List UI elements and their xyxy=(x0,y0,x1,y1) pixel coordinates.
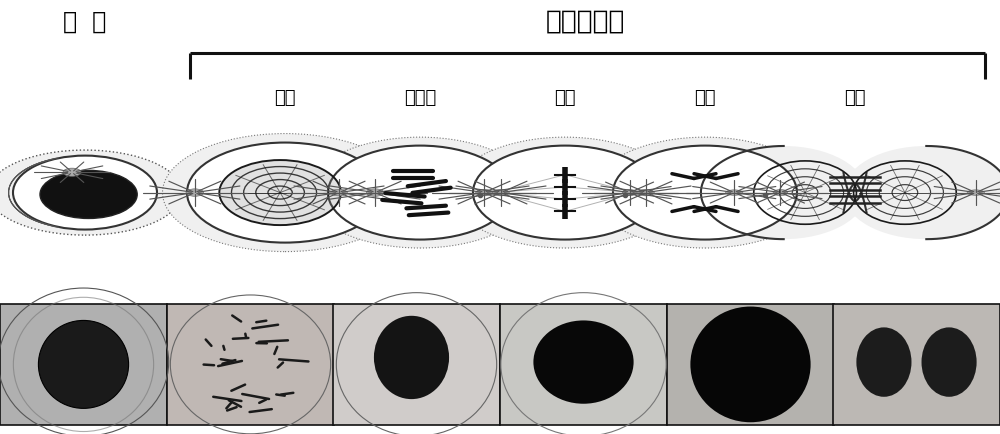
Bar xyxy=(667,304,834,425)
Ellipse shape xyxy=(328,146,512,240)
Text: 中期: 中期 xyxy=(554,89,576,107)
Ellipse shape xyxy=(331,190,347,197)
Ellipse shape xyxy=(162,134,408,252)
Ellipse shape xyxy=(40,171,137,219)
Ellipse shape xyxy=(0,151,182,236)
Ellipse shape xyxy=(493,190,509,197)
Text: 前中期: 前中期 xyxy=(404,89,436,107)
Text: 间  期: 间 期 xyxy=(63,10,107,34)
Ellipse shape xyxy=(220,161,340,225)
Ellipse shape xyxy=(473,146,657,240)
Ellipse shape xyxy=(773,190,788,196)
Text: 前期: 前期 xyxy=(274,89,296,107)
Ellipse shape xyxy=(593,138,817,248)
Ellipse shape xyxy=(453,138,677,248)
Text: 后期: 后期 xyxy=(694,89,716,107)
Ellipse shape xyxy=(187,143,383,243)
Ellipse shape xyxy=(613,146,797,240)
Ellipse shape xyxy=(726,191,743,196)
Ellipse shape xyxy=(701,147,866,240)
Ellipse shape xyxy=(366,189,384,197)
Ellipse shape xyxy=(308,138,532,248)
Text: 末期: 末期 xyxy=(844,89,866,107)
Ellipse shape xyxy=(13,156,157,230)
Text: 有丝分裂期: 有丝分裂期 xyxy=(545,9,625,35)
Ellipse shape xyxy=(690,307,811,422)
Ellipse shape xyxy=(922,328,977,397)
Bar xyxy=(833,304,1000,425)
Ellipse shape xyxy=(186,189,204,197)
Bar xyxy=(167,304,334,425)
Bar xyxy=(333,304,500,425)
Ellipse shape xyxy=(533,321,634,404)
Ellipse shape xyxy=(856,328,911,397)
Ellipse shape xyxy=(476,190,492,197)
Ellipse shape xyxy=(374,316,449,399)
Ellipse shape xyxy=(844,147,1000,240)
Ellipse shape xyxy=(38,321,129,408)
Ellipse shape xyxy=(63,169,81,177)
Ellipse shape xyxy=(638,190,654,197)
Bar xyxy=(500,304,667,425)
Ellipse shape xyxy=(622,190,637,196)
Ellipse shape xyxy=(967,191,984,196)
Bar xyxy=(0,304,167,425)
